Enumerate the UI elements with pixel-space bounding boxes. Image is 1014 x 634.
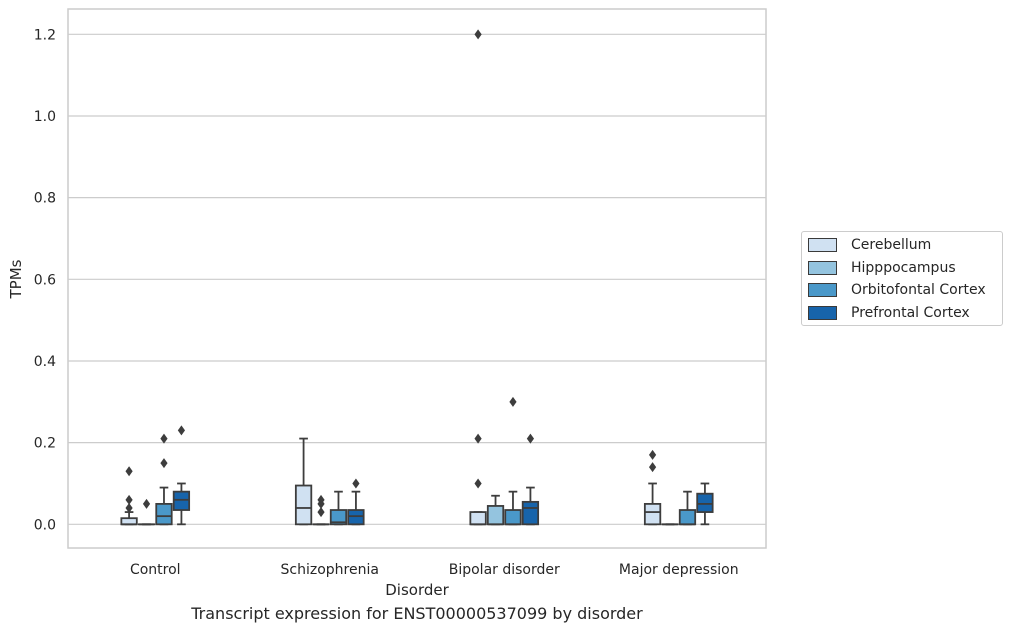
y-tick-label: 0.0 [34, 517, 56, 533]
outlier-point [509, 396, 517, 407]
x-axis-ticks: Control Schizophrenia Bipolar disorder Majo… [130, 562, 739, 578]
legend-label: Cerebellum [851, 237, 932, 253]
x-axis-title: Disorder [385, 581, 449, 599]
legend-label: Hipppocampus [851, 259, 956, 276]
box [172, 490, 191, 511]
box-group [504, 396, 522, 526]
outlier-point [526, 433, 535, 444]
x-tick-label: Control [130, 562, 181, 578]
plot-area [120, 29, 714, 526]
legend-item: Hipppocampus [808, 258, 956, 278]
box-group [137, 498, 156, 526]
outlier-point [474, 478, 482, 489]
box [696, 492, 714, 513]
outlier-point [317, 494, 325, 505]
legend-swatch [808, 283, 837, 298]
box-group [312, 494, 330, 526]
box-group [155, 433, 173, 526]
y-tick-label: 0.4 [34, 354, 56, 370]
box-group [172, 425, 191, 526]
outlier-point [125, 466, 133, 477]
box-group [347, 478, 365, 526]
chart-caption: Transcript expression for ENST0000053709… [191, 604, 643, 623]
outlier-point [648, 462, 657, 473]
outlier-point [142, 498, 151, 509]
y-tick-label: 1.2 [34, 27, 56, 43]
y-tick-label: 0.8 [34, 191, 56, 207]
legend-item: Orbitofontal Cortex [808, 280, 986, 300]
box [643, 502, 662, 526]
legend-swatch [808, 306, 837, 321]
box [469, 511, 487, 526]
outlier-point [160, 458, 168, 469]
outlier-point [317, 507, 325, 518]
legend-swatch [808, 260, 837, 275]
y-tick-label: 0.6 [34, 272, 56, 288]
box-group [696, 482, 714, 526]
outlier-point [125, 502, 133, 513]
box [120, 517, 138, 526]
outlier-point [160, 433, 168, 444]
box [329, 509, 348, 526]
legend: Cerebellum Hipppocampus Orbitofontal Corte… [801, 231, 1003, 326]
box-group [486, 494, 505, 526]
box [504, 509, 522, 526]
box [155, 502, 173, 526]
legend-item: Cerebellum [808, 235, 931, 255]
x-tick-label: Schizophrenia [281, 562, 379, 578]
box [486, 505, 505, 526]
y-axis-ticks: 0.0 0.2 0.4 0.6 0.8 1.0 1.2 [34, 27, 56, 533]
outlier-point [177, 425, 186, 436]
x-tick-label: Major depression [619, 562, 739, 578]
outlier-point [648, 449, 657, 460]
outlier-point [474, 29, 482, 40]
box [678, 509, 697, 526]
box-group [678, 490, 697, 526]
y-axis-title: TPMs [7, 259, 25, 299]
box-group [521, 433, 540, 526]
box [294, 484, 313, 526]
y-tick-label: 0.2 [34, 436, 56, 452]
box-group [469, 29, 487, 526]
box-group [120, 466, 138, 526]
outlier-point [125, 494, 133, 505]
plot-frame [67, 8, 767, 549]
legend-item: Prefrontal Cortex [808, 303, 970, 323]
y-tick-label: 1.0 [34, 109, 56, 125]
outlier-point [352, 478, 360, 489]
outlier-point [474, 433, 482, 444]
legend-label: Prefrontal Cortex [851, 305, 970, 322]
box-group [329, 490, 348, 526]
box [347, 509, 365, 526]
box-group [643, 449, 662, 526]
gridlines [68, 33, 766, 525]
x-tick-label: Bipolar disorder [449, 562, 560, 578]
box [521, 500, 540, 526]
box-group [294, 437, 313, 526]
legend-swatch [808, 238, 837, 252]
legend-label: Orbitofontal Cortex [851, 282, 986, 299]
